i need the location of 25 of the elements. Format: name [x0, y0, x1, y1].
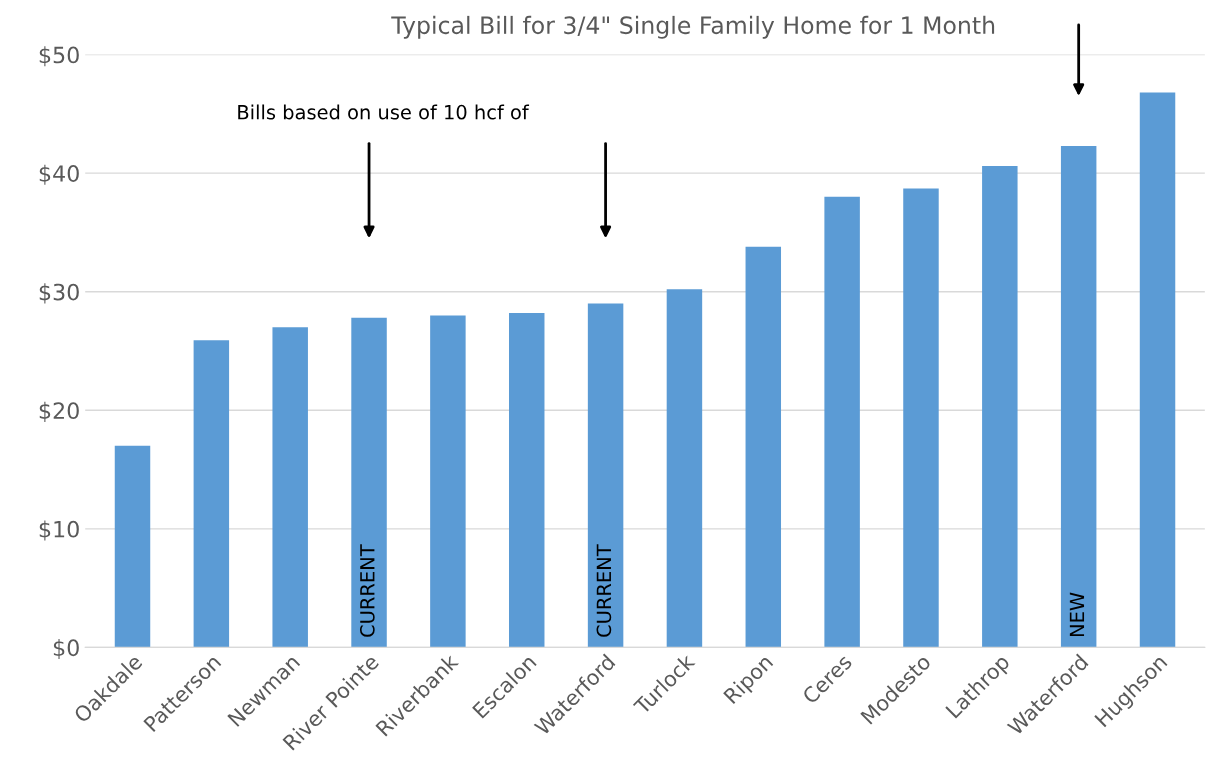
- bar: [982, 166, 1018, 648]
- y-tick-label: $20: [39, 401, 79, 422]
- annotation: Bills based on use of 10 hcf of: [238, 104, 530, 120]
- bar: [903, 188, 939, 648]
- y-tick-label: $10: [39, 520, 79, 541]
- bar: [509, 313, 545, 648]
- y-tick-label: $30: [39, 283, 79, 304]
- bar: [1139, 92, 1176, 648]
- bar: [1060, 145, 1097, 648]
- chart-title: Typical Bill for 3/4" Single Family Home for 1 Month: [391, 15, 995, 39]
- annotation: NEW: [1069, 592, 1085, 637]
- bar: [193, 340, 230, 648]
- annotation: CURRENT: [596, 544, 612, 637]
- bar: [587, 303, 624, 648]
- bar: [745, 246, 782, 648]
- annotation: CURRENT: [359, 544, 375, 637]
- y-tick-label: $50: [39, 46, 79, 67]
- bar: [430, 315, 466, 648]
- bar: [272, 327, 308, 648]
- bar: [824, 196, 860, 648]
- bar: [114, 445, 151, 648]
- bar: [666, 289, 703, 648]
- y-tick-label: $0: [53, 638, 79, 660]
- y-tick-label: $40: [39, 164, 79, 185]
- bar: [351, 317, 387, 648]
